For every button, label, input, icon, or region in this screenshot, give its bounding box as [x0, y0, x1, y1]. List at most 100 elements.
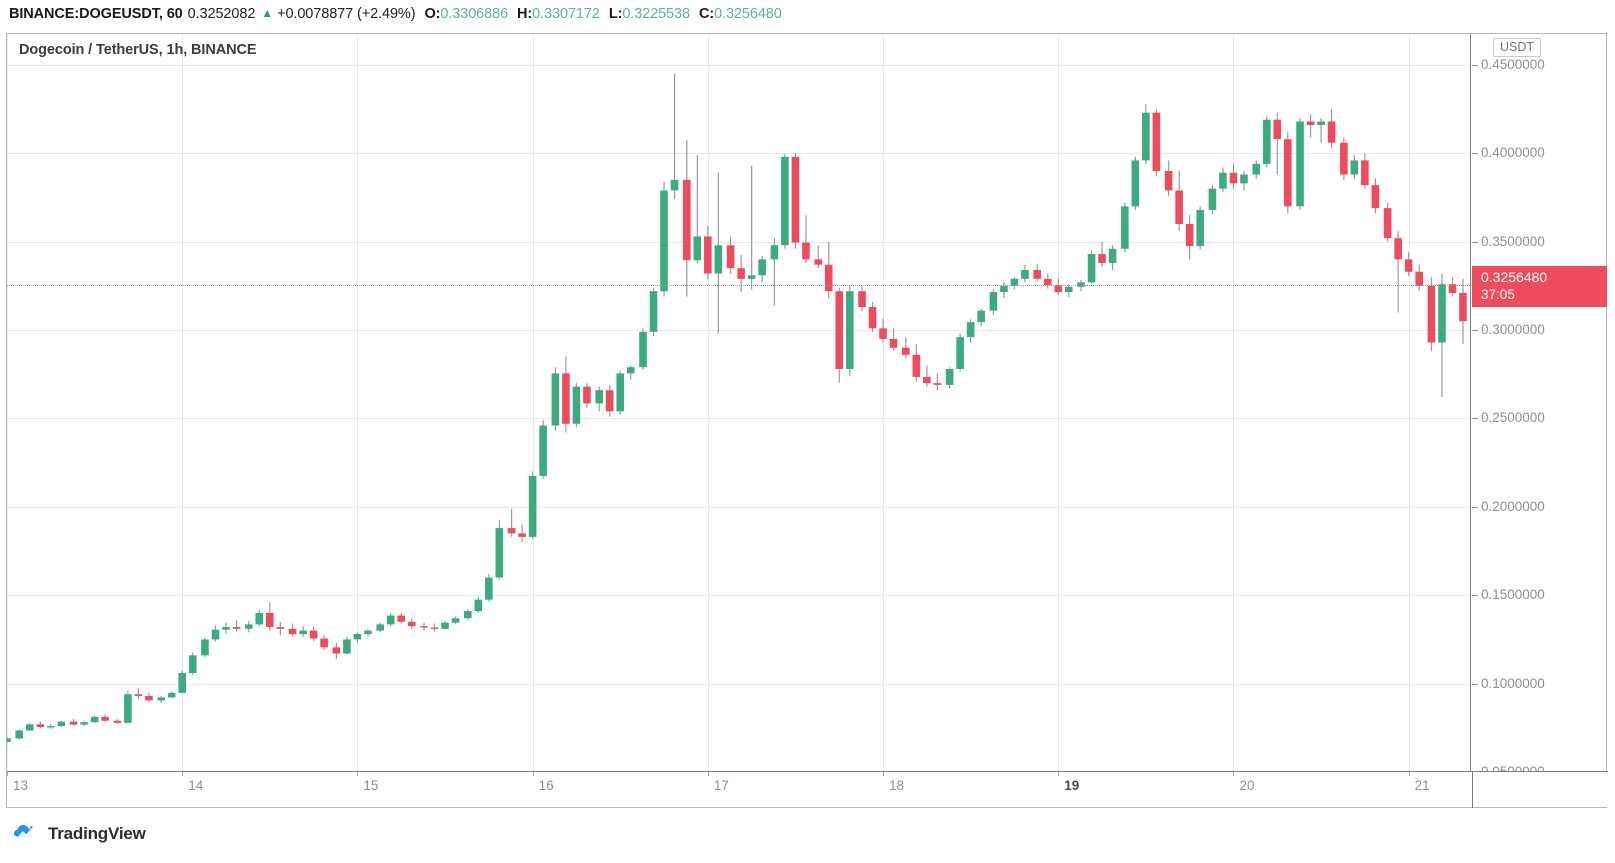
candle-body-up: [211, 629, 220, 640]
candle-body-down: [802, 242, 810, 260]
candle-wick: [905, 337, 907, 359]
time-axis-tick-label: 21: [1414, 778, 1430, 793]
candle-body-up: [639, 331, 647, 368]
time-tick-mark: [883, 772, 884, 776]
candle-body-up: [1296, 121, 1304, 207]
candle-body-up: [7, 738, 11, 742]
candle-body-up: [1252, 163, 1261, 175]
candle-body-down: [704, 236, 712, 274]
candle-body-up: [451, 618, 460, 623]
candle-body-up: [1131, 160, 1140, 207]
price-axis-tick: 0.1500000: [1471, 587, 1545, 603]
candle-body-up: [945, 368, 954, 385]
candle-body-up: [539, 425, 547, 476]
candle-body-up: [90, 716, 99, 723]
horizontal-gridline: [7, 330, 1470, 331]
candle-wick: [751, 165, 753, 290]
tick-mark: [1472, 506, 1478, 508]
tick-mark: [1472, 241, 1478, 243]
horizontal-gridline: [7, 595, 1470, 596]
time-axis[interactable]: 13 14 15 16 17 18 19 20 21: [7, 771, 1608, 808]
candle-body-up: [376, 624, 384, 631]
candle-body-up: [966, 322, 975, 338]
candle-body-down: [332, 647, 341, 654]
price-axis-tick: 0.3500000: [1471, 234, 1545, 250]
candle-body-up: [178, 673, 187, 693]
currency-badge: USDT: [1493, 38, 1542, 57]
candle-wick: [511, 508, 513, 537]
chart-plot-area[interactable]: [7, 34, 1470, 772]
candle-wick: [773, 238, 776, 306]
candle-body-down: [266, 612, 274, 628]
candle-body-up: [714, 245, 723, 274]
candle-body-up: [474, 599, 483, 612]
tradingview-brand-text: TradingView: [48, 824, 146, 843]
symbol-label[interactable]: BINANCE:DOGEUSDT, 60: [9, 6, 183, 22]
candle-body-down: [737, 268, 745, 279]
time-axis-tick-label: 19: [1064, 778, 1080, 793]
candle-body-up: [1108, 248, 1117, 263]
open-label: O:: [424, 6, 441, 22]
candle-wick: [817, 245, 819, 269]
candle-body-down: [1185, 224, 1194, 247]
candle-wick: [805, 215, 807, 263]
vertical-gridline: [7, 34, 8, 772]
current-price-value: 0.3256480: [1481, 269, 1548, 285]
time-axis-tick-label: 14: [188, 778, 204, 793]
low-value: 0.3225538: [622, 6, 690, 22]
tradingview-logo-icon: [14, 822, 41, 847]
candle-body-down: [879, 328, 887, 339]
time-tick-mark: [357, 772, 358, 776]
tick-mark: [1472, 595, 1478, 597]
candle-body-down: [288, 628, 297, 635]
candle-body-up: [1010, 278, 1019, 286]
candle-wick: [1397, 231, 1399, 313]
candle-body-down: [683, 179, 691, 261]
candle-body-up: [989, 292, 998, 311]
candle-body-down: [1427, 285, 1436, 343]
price-axis-tick-label: 0.2500000: [1481, 410, 1545, 426]
candle-body-down: [912, 354, 921, 377]
price-axis-tick-label: 0.4000000: [1481, 145, 1545, 161]
candle-body-up: [495, 528, 504, 578]
candle-wick: [673, 73, 676, 200]
candle-body-up: [1087, 254, 1096, 283]
triangle-up-icon: ▲: [261, 6, 274, 20]
candle-body-down: [430, 627, 439, 629]
candle-body-up: [1142, 112, 1150, 161]
candle-body-up: [1000, 285, 1008, 293]
candle-body-up: [464, 611, 472, 619]
candle-body-up: [25, 724, 34, 731]
time-tick-mark: [1058, 772, 1059, 776]
candle-body-up: [595, 390, 604, 404]
candle-body-up: [386, 615, 395, 625]
tick-mark: [1472, 330, 1478, 332]
candle-body-up: [1317, 121, 1325, 126]
tick-mark: [1472, 64, 1478, 66]
vertical-gridline: [1058, 34, 1059, 772]
candle-body-down: [101, 716, 109, 721]
price-axis[interactable]: USDT 0.4500000 0.4000000 0.3500000 0.300000…: [1470, 34, 1607, 779]
candle-body-down: [1164, 170, 1173, 191]
candle-body-down: [309, 630, 318, 639]
time-axis-tick-label: 13: [13, 778, 29, 793]
candle-body-down: [145, 695, 153, 701]
candle-body-down: [134, 694, 143, 696]
tick-mark: [1472, 153, 1478, 155]
candle-body-down: [1415, 271, 1423, 286]
candle-body-up: [255, 612, 264, 625]
vertical-gridline: [708, 34, 709, 772]
candle-body-down: [1098, 254, 1106, 263]
candle-body-up: [157, 697, 165, 701]
candle-body-down: [824, 264, 833, 292]
candle-body-up: [364, 630, 372, 635]
candle-body-up: [188, 655, 197, 674]
price-axis-tick: 0.1000000: [1471, 676, 1545, 692]
candle-body-up: [1077, 282, 1085, 287]
time-tick-mark: [1233, 772, 1234, 776]
candle-body-down: [1273, 119, 1282, 140]
footer-branding[interactable]: TradingView: [14, 820, 146, 848]
candle-body-up: [167, 692, 176, 698]
candle-body-down: [791, 156, 800, 243]
time-axis-tick-label: 20: [1239, 778, 1255, 793]
